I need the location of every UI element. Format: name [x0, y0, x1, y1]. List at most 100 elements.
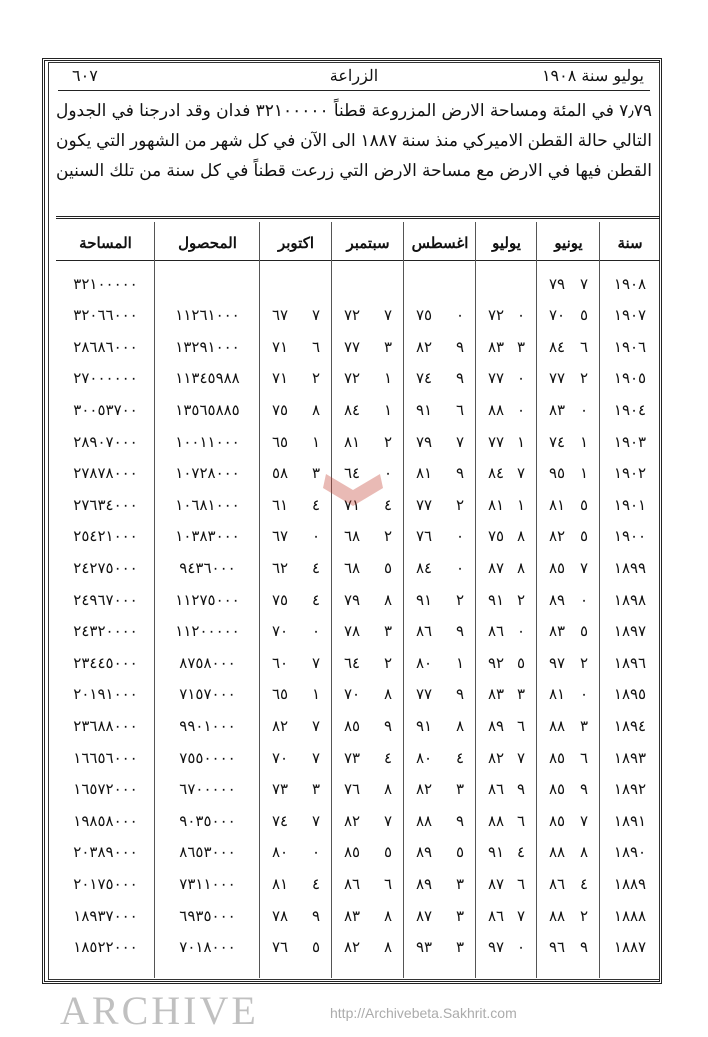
value-decimal: ٩ [579, 938, 588, 957]
cell-crop: ١٠٣٨٣٠٠٠ [175, 527, 240, 546]
cell-october: ٨٠ ٠ [260, 837, 332, 868]
cell-september: ٨٥ ٥ [332, 837, 404, 868]
value-decimal: ٠ [579, 590, 588, 609]
value-integer: ٨٧ [488, 874, 505, 893]
cell-area: ٢٧٨٧٨٠٠٠ [73, 464, 138, 483]
cell-july: ٨٧ ٨ [476, 552, 537, 583]
cell-july [476, 268, 537, 299]
cell-year: ١٨٩٨ [613, 590, 647, 609]
value-decimal: ١ [516, 495, 525, 514]
cell-october: ٧٨ ٩ [260, 900, 332, 931]
value-integer: ٧٦ [416, 527, 433, 546]
cell-august: ٨٦ ٩ [404, 616, 476, 647]
header-july: يوليو [492, 234, 521, 252]
value-decimal: ٩ [455, 622, 464, 641]
cell-july: ٨٦ ٧ [476, 900, 537, 931]
value-decimal: ٤ [311, 874, 320, 893]
cell-august: ٨٧ ٣ [404, 900, 476, 931]
value-decimal: ٩ [516, 780, 525, 799]
value-decimal: ٧ [311, 306, 320, 325]
value-integer: ٨٢ [416, 337, 433, 356]
value-integer: ٦٥ [272, 432, 289, 451]
cell-september: ٨٦ ٦ [332, 868, 404, 899]
column-rule [331, 222, 332, 978]
value-integer: ٩١ [488, 843, 505, 862]
value-decimal: ٤ [516, 843, 525, 862]
cell-july: ٩١ ٢ [476, 584, 537, 615]
value-decimal: ٠ [311, 622, 320, 641]
cell-august: ٧٦ ٠ [404, 521, 476, 552]
value-decimal: ٧ [311, 716, 320, 735]
value-decimal: ٥ [579, 306, 588, 325]
cell-crop: ١٠٠١١٠٠٠ [175, 432, 240, 451]
value-decimal: ٨ [311, 400, 320, 419]
value-integer: ٨٣ [549, 400, 566, 419]
value-integer: ٨٧ [416, 906, 433, 925]
value-integer: ٩١ [416, 716, 433, 735]
table-row: ١٩٠٨ ٧٩ ٧ ٣٢١٠٠٠٠٠ [56, 268, 660, 299]
table-row: ١٩٠٧ ٧٠ ٥ ٧٢ ٠ ٧٥ ٠ ٧٢ ٧ ٦٧ ٧ ١١٢٦١٠٠٠ ٣٢٠٦٦٠٠٠ [56, 300, 660, 331]
value-integer: ٨٦ [344, 874, 361, 893]
cell-august: ٧٥ ٠ [404, 300, 476, 331]
cell-july: ٨٣ ٣ [476, 331, 537, 362]
cell-september: ٧١ ٤ [332, 489, 404, 520]
value-integer: ٨٠ [272, 843, 289, 862]
table-row: ١٩٠٤ ٨٣ ٠ ٨٨ ٠ ٩١ ٦ ٨٤ ١ ٧٥ ٨ ١٣٥٦٥٨٨٥ ٣٠٠٥٣٧٠٠ [56, 394, 660, 425]
value-integer: ٧٢ [344, 306, 361, 325]
cell-area: ٢٣٦٨٨٠٠٠ [73, 716, 138, 735]
value-decimal: ٨ [516, 527, 525, 546]
cell-september: ٧٣ ٤ [332, 742, 404, 773]
table-row: ١٨٩٥ ٨١ ٠ ٨٣ ٣ ٧٧ ٩ ٧٠ ٨ ٦٥ ١ ٧١٥٧٠٠٠ ٢٠١٩١٠٠٠ [56, 679, 660, 710]
value-integer: ٧٧ [488, 432, 505, 451]
cell-october: ٦٢ ٤ [260, 552, 332, 583]
value-decimal: ٠ [455, 527, 464, 546]
cell-june: ٨٨ ٨ [537, 837, 600, 868]
cell-august: ٨٠ ١ [404, 647, 476, 678]
cell-june: ٩٥ ١ [537, 458, 600, 489]
cell-june: ٨١ ٠ [537, 679, 600, 710]
header-june: يونيو [554, 234, 583, 252]
value-decimal: ٥ [579, 495, 588, 514]
cell-year: ١٨٩٧ [613, 622, 647, 641]
cell-october: ٧٤ ٧ [260, 805, 332, 836]
value-decimal: ٣ [383, 622, 392, 641]
value-decimal: ٣ [311, 780, 320, 799]
value-integer: ٧٦ [344, 780, 361, 799]
value-integer: ٨٣ [344, 906, 361, 925]
table-row: ١٨٩٤ ٨٨ ٣ ٨٩ ٦ ٩١ ٨ ٨٥ ٩ ٨٢ ٧ ٩٩٠١٠٠٠ ٢٣٦٨٨٠٠٠ [56, 710, 660, 741]
cell-august: ٧٧ ٩ [404, 679, 476, 710]
value-decimal: ٧ [579, 558, 588, 577]
value-decimal: ٦ [383, 874, 392, 893]
cell-october: ٧٥ ٤ [260, 584, 332, 615]
cell-year: ١٩٠٥ [613, 369, 647, 388]
cell-crop: ٦٩٣٥٠٠٠ [179, 906, 236, 925]
cell-year: ١٨٨٨ [613, 906, 647, 925]
value-integer: ٩١ [488, 590, 505, 609]
value-decimal: ٧ [383, 306, 392, 325]
value-decimal: ٠ [579, 400, 588, 419]
value-integer: ٨٥ [344, 716, 361, 735]
value-decimal: ٤ [455, 748, 464, 767]
value-decimal: ١ [516, 432, 525, 451]
value-decimal: ٨ [383, 906, 392, 925]
cell-june: ٨٩ ٠ [537, 584, 600, 615]
value-decimal: ٢ [455, 495, 464, 514]
value-decimal: ٠ [455, 558, 464, 577]
value-integer: ٧٢ [488, 306, 505, 325]
value-decimal: ٥ [516, 653, 525, 672]
watermark-text: ARCHIVE [60, 988, 259, 1033]
cell-october: ٨١ ٤ [260, 868, 332, 899]
cell-june: ٨٥ ٩ [537, 774, 600, 805]
column-rule [475, 222, 476, 978]
cell-area: ٢٠١٧٥٠٠٠ [73, 874, 138, 893]
value-integer: ٧٧ [488, 369, 505, 388]
value-integer: ٨٣ [549, 622, 566, 641]
value-decimal: ٦ [455, 400, 464, 419]
table-row: ١٨٨٩ ٨٦ ٤ ٨٧ ٦ ٨٩ ٣ ٨٦ ٦ ٨١ ٤ ٧٣١١٠٠٠ ٢٠١٧٥٠٠٠ [56, 868, 660, 899]
table-row: ١٩٠٢ ٩٥ ١ ٨٤ ٧ ٨١ ٩ ٦٤ ٠ ٥٨ ٣ ١٠٧٢٨٠٠٠ ٢٧٨٧٨٠٠٠ [56, 458, 660, 489]
value-integer: ٥٨ [272, 464, 289, 483]
cell-crop: ٧١٥٧٠٠٠ [179, 685, 236, 704]
value-decimal: ٥ [579, 527, 588, 546]
value-decimal: ٣ [455, 780, 464, 799]
value-integer: ٧٥ [488, 527, 505, 546]
